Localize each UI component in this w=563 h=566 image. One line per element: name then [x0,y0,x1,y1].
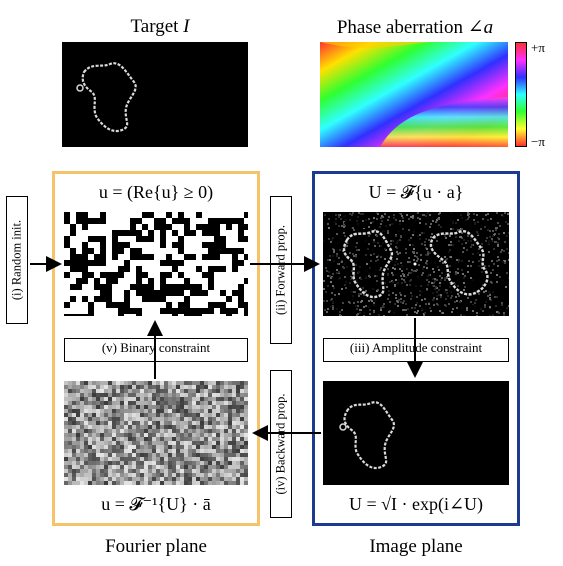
image-plane-frame [312,171,520,526]
fourier-top-equation: u = (Re{u} ≥ 0) [98,182,214,202]
fourier-noise-image [64,381,248,485]
colorbar-min-label: −π [531,134,545,149]
random-init-label: (i) Random init. [6,196,28,324]
forward-prop-image [323,212,509,316]
image-top-equation: U = 𝓕{u · a} [368,182,464,202]
fourier-bottom-equation: u = 𝓕⁻¹{U} · ā [101,494,211,514]
amplitude-constrained-image [323,381,509,485]
target-image [62,42,248,147]
fourier-plane-caption: Fourier plane [105,536,207,557]
phase-colorbar [515,42,527,147]
phase-title: Phase aberration ∠a [336,17,494,38]
phase-aberration-image [320,42,508,147]
forward-prop-label: (ii) Forward prop. [270,196,292,344]
target-title: Target I [130,16,190,37]
backward-prop-label: (iv) Backward prop. [270,370,292,518]
image-bottom-equation: U = √I · exp(i∠U) [348,494,484,514]
binary-pattern-image [64,212,248,316]
fourier-plane-frame [52,171,260,526]
colorbar-max-label: +π [531,40,545,55]
image-plane-caption: Image plane [369,536,463,557]
